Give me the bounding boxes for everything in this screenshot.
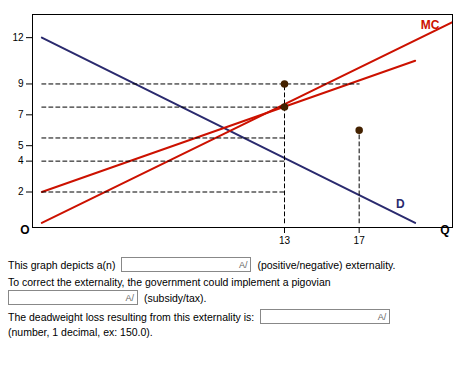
- svg-text:O: O: [20, 223, 29, 237]
- html-text:(number, 1 decimal, ex: 150.0): (number, 1 decimal, ex: 150.0).: [8, 326, 153, 338]
- svg-text:5: 5: [18, 140, 24, 151]
- svg-text:13: 13: [279, 235, 291, 246]
- html-text:The deadweight loss resulting: The deadweight loss resulting from this …: [8, 310, 255, 323]
- html-text:(positive/negative) externalit: (positive/negative) externality.: [257, 258, 396, 271]
- svg-text:2: 2: [18, 186, 24, 197]
- svg-text:4: 4: [18, 155, 24, 166]
- html-text:(subsidy/tax).: (subsidy/tax).: [144, 291, 207, 304]
- svg-text:7: 7: [18, 109, 24, 120]
- svg-text:D: D: [396, 197, 405, 211]
- svg-text:17: 17: [354, 235, 366, 246]
- html-text:A/: A/: [125, 292, 134, 303]
- svg-text:MC: MC: [421, 18, 440, 32]
- svg-text:12: 12: [12, 32, 24, 43]
- svg-text:9: 9: [18, 78, 24, 89]
- svg-text:Q: Q: [440, 223, 449, 237]
- html-text:This graph depicts a(n): This graph depicts a(n): [8, 258, 116, 271]
- html-text:A/: A/: [238, 259, 248, 270]
- html-text:To correct the externality, th: To correct the externality, the governme…: [8, 276, 331, 288]
- html-text:A/: A/: [377, 311, 387, 322]
